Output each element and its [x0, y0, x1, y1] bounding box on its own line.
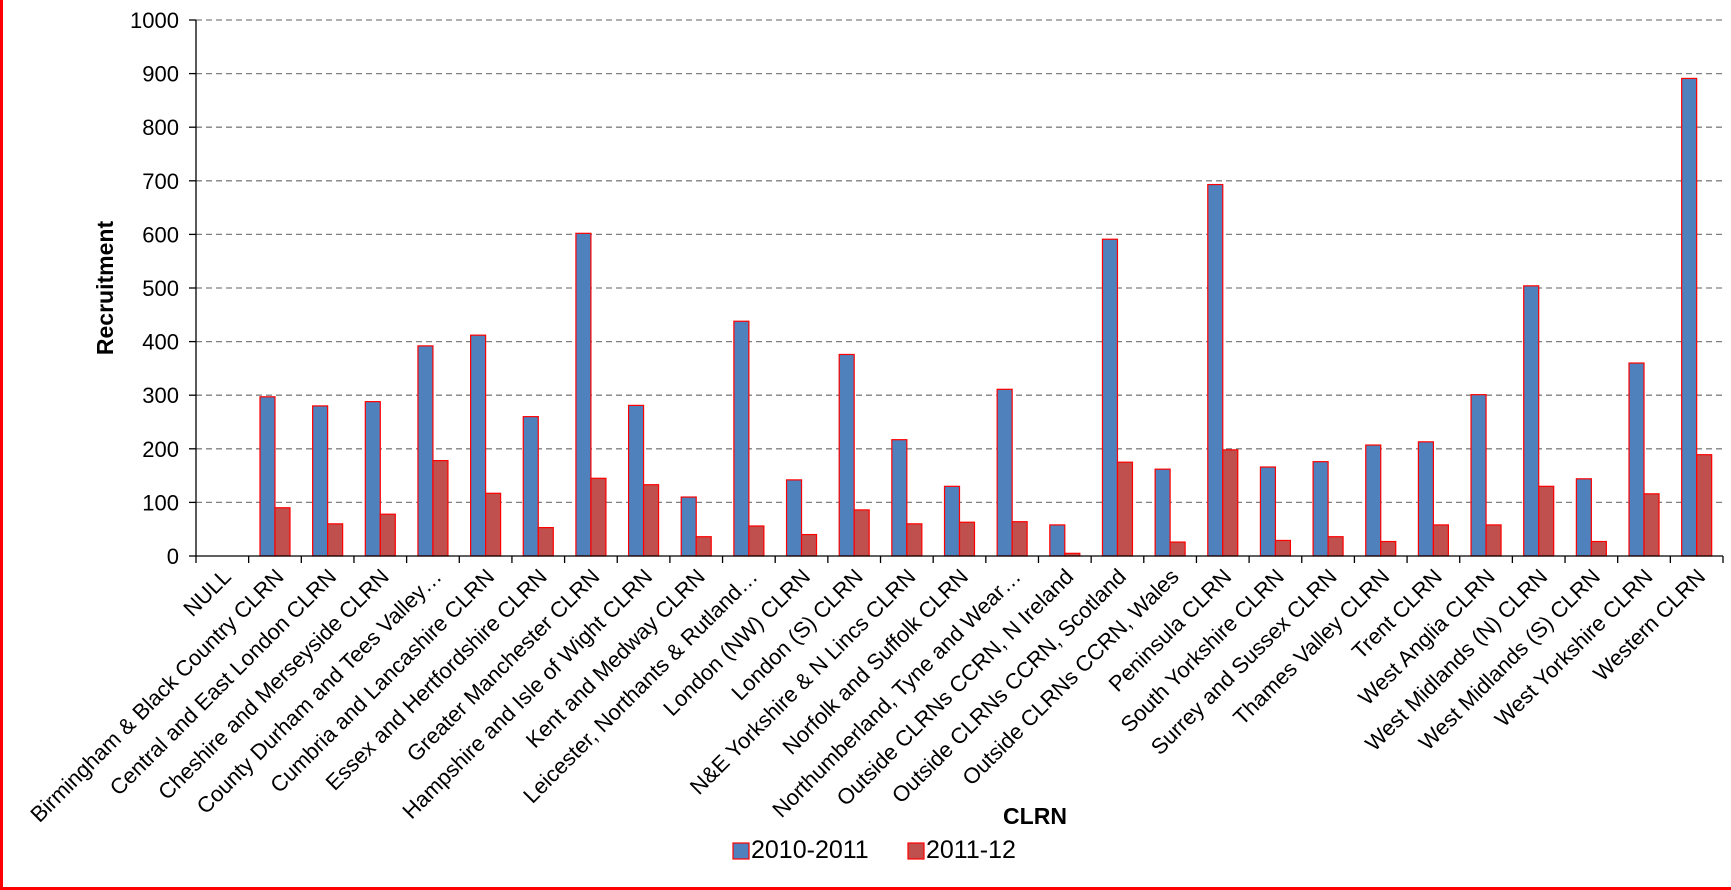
bar-series1	[417, 345, 434, 557]
y-tick-label: 800	[142, 115, 179, 140]
bar-series2	[1590, 540, 1607, 557]
bar-series1	[785, 479, 803, 557]
bar-series1	[364, 401, 381, 557]
bar-series2	[695, 536, 712, 557]
legend-label: 2011-12	[926, 836, 1016, 864]
bar-series1	[1154, 468, 1171, 557]
bar-series2	[327, 523, 344, 557]
bar-series2	[748, 525, 765, 557]
bar-series1	[996, 388, 1013, 557]
bar-series1	[312, 405, 329, 557]
bar-series2	[432, 459, 449, 557]
y-tick-label: 600	[142, 222, 179, 247]
bar-series2	[1485, 524, 1502, 557]
bar-chart: 0 100 200 300 400 500 600 700 800 900 1000 NULLBir…	[25, 8, 1724, 864]
bar-series2	[1432, 524, 1449, 557]
y-tick-label: 400	[142, 330, 179, 355]
bar-series2	[590, 477, 607, 557]
bar-series2	[1222, 449, 1239, 557]
bar-series2	[1696, 454, 1713, 557]
bar-series1	[470, 334, 487, 557]
y-tick-label: 200	[142, 437, 179, 462]
bar-series1	[1470, 394, 1487, 557]
bar-series1	[680, 496, 697, 557]
bar-series1	[575, 232, 592, 557]
y-tick-label: 300	[142, 383, 179, 408]
y-tick-label: 700	[142, 169, 179, 194]
y-tick-label: 1000	[130, 8, 179, 33]
y-axis-title: Recruitment	[92, 221, 118, 356]
bar-series1	[1365, 444, 1382, 557]
bar-series2	[379, 513, 396, 557]
bar-series1	[1575, 478, 1592, 557]
bar-series2	[906, 523, 923, 557]
bar-series2	[1169, 541, 1186, 557]
bar-series1	[733, 320, 750, 557]
y-tick-label: 500	[142, 276, 179, 301]
legend-swatch	[732, 842, 750, 860]
bar-series1	[1523, 285, 1540, 557]
bar-series2	[1380, 540, 1397, 557]
legend: 2010-2011 2011-12	[732, 836, 1016, 864]
bar-series1	[1312, 461, 1329, 557]
bar-series1	[891, 439, 908, 557]
bar-series1	[838, 353, 855, 557]
bar-series2	[800, 533, 818, 557]
bar-series2	[537, 526, 554, 557]
bar-series1	[522, 416, 539, 557]
bar-series1	[1259, 466, 1277, 557]
bar-series2	[1643, 493, 1660, 557]
bar-series1	[1628, 362, 1645, 557]
bar-series2	[1274, 539, 1292, 557]
bar-series2	[1011, 521, 1028, 557]
y-tick-label: 100	[142, 490, 179, 515]
bar-series1	[1681, 77, 1698, 557]
y-axis-ticks: 0 100 200 300 400 500 600 700 800 900 1000	[130, 8, 196, 569]
bar-series2	[1116, 461, 1134, 557]
bar-series1	[1207, 183, 1224, 557]
x-axis-title: CLRN	[1003, 803, 1067, 829]
bar-series1	[943, 485, 961, 557]
bar-series2	[274, 507, 291, 557]
bar-series1	[1101, 238, 1119, 557]
bar-series1	[259, 396, 276, 557]
bar-series1	[1417, 441, 1434, 557]
bar-series1	[627, 404, 645, 557]
bars	[259, 77, 1713, 557]
bar-series2	[853, 509, 870, 557]
legend-label: 2010-2011	[751, 836, 869, 864]
bar-series2	[958, 521, 976, 557]
bar-series2	[642, 484, 660, 557]
gridlines	[196, 19, 1723, 504]
bar-series2	[1538, 485, 1555, 557]
legend-swatch	[907, 842, 925, 860]
bar-series2	[485, 492, 502, 557]
bar-series2	[1327, 536, 1344, 557]
bar-series1	[1049, 524, 1066, 557]
y-tick-label: 0	[167, 544, 179, 569]
y-tick-label: 900	[142, 62, 179, 87]
